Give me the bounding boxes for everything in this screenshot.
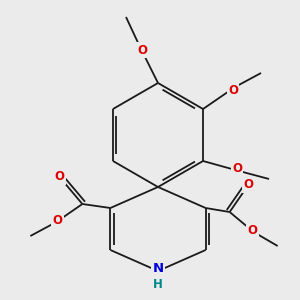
Text: O: O [52,214,62,227]
Text: O: O [137,44,147,56]
Text: O: O [54,170,64,184]
Text: O: O [244,178,254,191]
Text: N: N [152,262,164,275]
Text: H: H [153,278,163,290]
Text: O: O [232,163,242,176]
Text: O: O [228,83,238,97]
Text: O: O [248,224,258,236]
